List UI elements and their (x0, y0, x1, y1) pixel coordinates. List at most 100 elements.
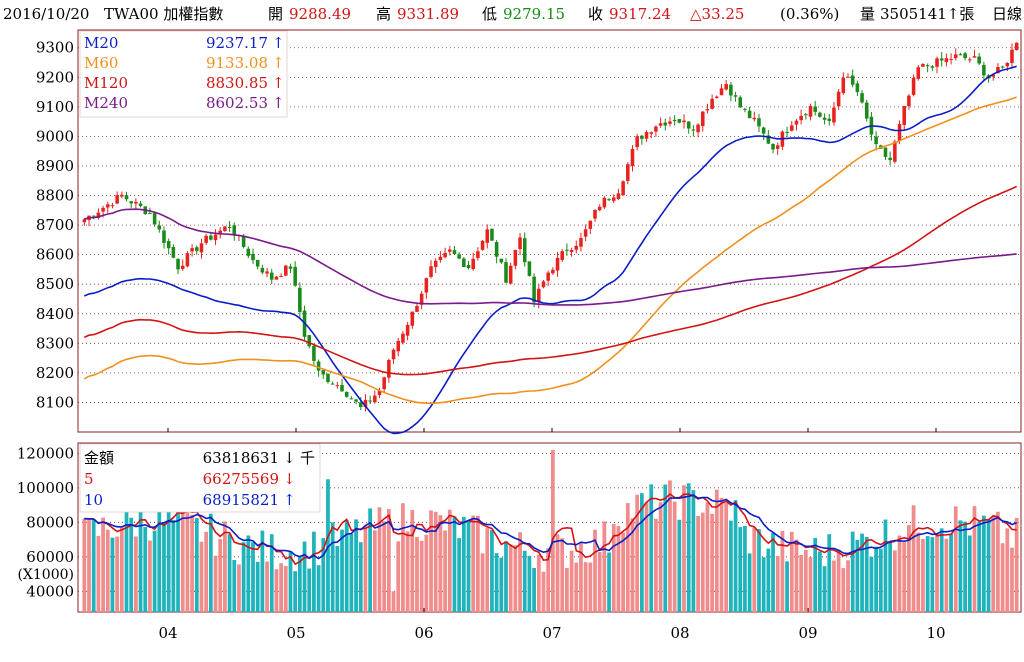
period-label: 日線 (992, 5, 1023, 23)
change-value: △33.25 (690, 5, 745, 23)
volume-bar (649, 484, 654, 612)
ma-line-m20 (83, 65, 1017, 435)
ma-line-m240 (84, 208, 1017, 306)
volume-bar (911, 505, 916, 612)
price-tick-label: 8100 (36, 393, 74, 411)
candle-body (705, 109, 710, 111)
candle-body (921, 64, 925, 67)
volume-bar (274, 569, 279, 612)
quote-symbol: TWA00 加權指數 (104, 5, 224, 23)
volume-bar (724, 502, 729, 612)
price-tick-label: 8700 (36, 216, 74, 234)
volume-bar (447, 509, 452, 612)
candle-body (452, 250, 457, 255)
open-value: 9288.49 (289, 5, 352, 23)
candle-body (729, 84, 733, 96)
volume-bar (134, 536, 138, 612)
volume-bar (878, 548, 883, 612)
candle-body (738, 97, 743, 108)
volume-bar (190, 514, 194, 612)
candle-body (846, 76, 850, 78)
candle-body (579, 238, 583, 247)
volume-bar (789, 531, 794, 612)
volume-bar (916, 532, 921, 612)
legend-ma-value: 9237.17 (206, 34, 268, 52)
volume-bar (312, 531, 316, 612)
volume-bar (808, 557, 813, 612)
candle-body (457, 254, 461, 259)
volume-bar (996, 511, 1000, 612)
ma-line-m60 (83, 96, 1017, 405)
candle-body (785, 131, 789, 133)
volume-bar (148, 540, 152, 612)
gridlines (78, 47, 1021, 612)
volume-bar (335, 545, 340, 612)
volume-bar (902, 542, 907, 612)
volume-bar (822, 566, 827, 612)
candle-body (733, 95, 738, 97)
volume-bar (813, 537, 818, 612)
candle-body (569, 249, 574, 253)
candle-body (1010, 49, 1014, 63)
price-tick-label: 8600 (36, 246, 74, 264)
candle-body (241, 235, 246, 247)
volume-bar (981, 515, 986, 612)
candle-body (227, 227, 232, 229)
candle-body (152, 213, 157, 225)
volume-bar (794, 539, 799, 612)
volume-bar (705, 502, 710, 612)
candle-body (532, 276, 536, 303)
volume-bar (930, 537, 935, 612)
candle-body (368, 400, 372, 402)
volume-bar (541, 571, 546, 612)
candle-body (101, 207, 105, 212)
volume-bar (452, 516, 457, 612)
candle-body (850, 75, 855, 85)
x-tick-label: 10 (926, 624, 945, 642)
volume-bar (972, 506, 977, 612)
candle-body (330, 383, 335, 385)
volume-bar (953, 506, 958, 612)
candle-body (288, 266, 293, 269)
legend-boxes: M20 9237.17 ↑M60 9133.08 ↑M120 8830.85 ↑M240 86… (79, 30, 321, 513)
volume-bar (476, 515, 480, 612)
volume-bar (255, 561, 260, 612)
volume-bar (438, 515, 443, 612)
candle-body (120, 194, 124, 197)
price-tick-label: 9000 (36, 127, 74, 145)
volume-bar (96, 535, 101, 612)
volume-bar (237, 564, 241, 612)
volume-bar (546, 548, 551, 612)
candle-body (223, 226, 227, 232)
price-panel-frame (77, 29, 1022, 433)
candle-body (373, 395, 377, 403)
volume-bar (532, 568, 536, 612)
price-tick-label: 8400 (36, 305, 74, 323)
candle-body (490, 228, 494, 241)
volume-bar (143, 527, 148, 612)
candle-body (855, 83, 860, 93)
volume-bar (864, 536, 869, 612)
candle-body (649, 132, 654, 134)
price-tick-label: 8800 (36, 187, 74, 205)
volume-bar (326, 479, 330, 612)
volume-bar (569, 550, 574, 612)
candle-body (715, 96, 719, 98)
volume-bar (967, 535, 972, 612)
candle-body (911, 77, 916, 95)
candle-body (377, 390, 382, 396)
volume-bar (752, 527, 757, 612)
volume-bar (386, 509, 391, 612)
volume-bar (232, 559, 237, 612)
volume-bar (747, 553, 752, 612)
quote-date: 2016/10/20 (3, 5, 90, 23)
candle-body (766, 135, 771, 144)
candle-body (658, 123, 663, 126)
candle-body (982, 64, 986, 76)
volume-bar (162, 522, 166, 612)
candle-body (251, 253, 255, 261)
candle-body (836, 91, 841, 107)
price-tick-label: 9200 (36, 68, 74, 86)
candle-body (494, 242, 499, 257)
